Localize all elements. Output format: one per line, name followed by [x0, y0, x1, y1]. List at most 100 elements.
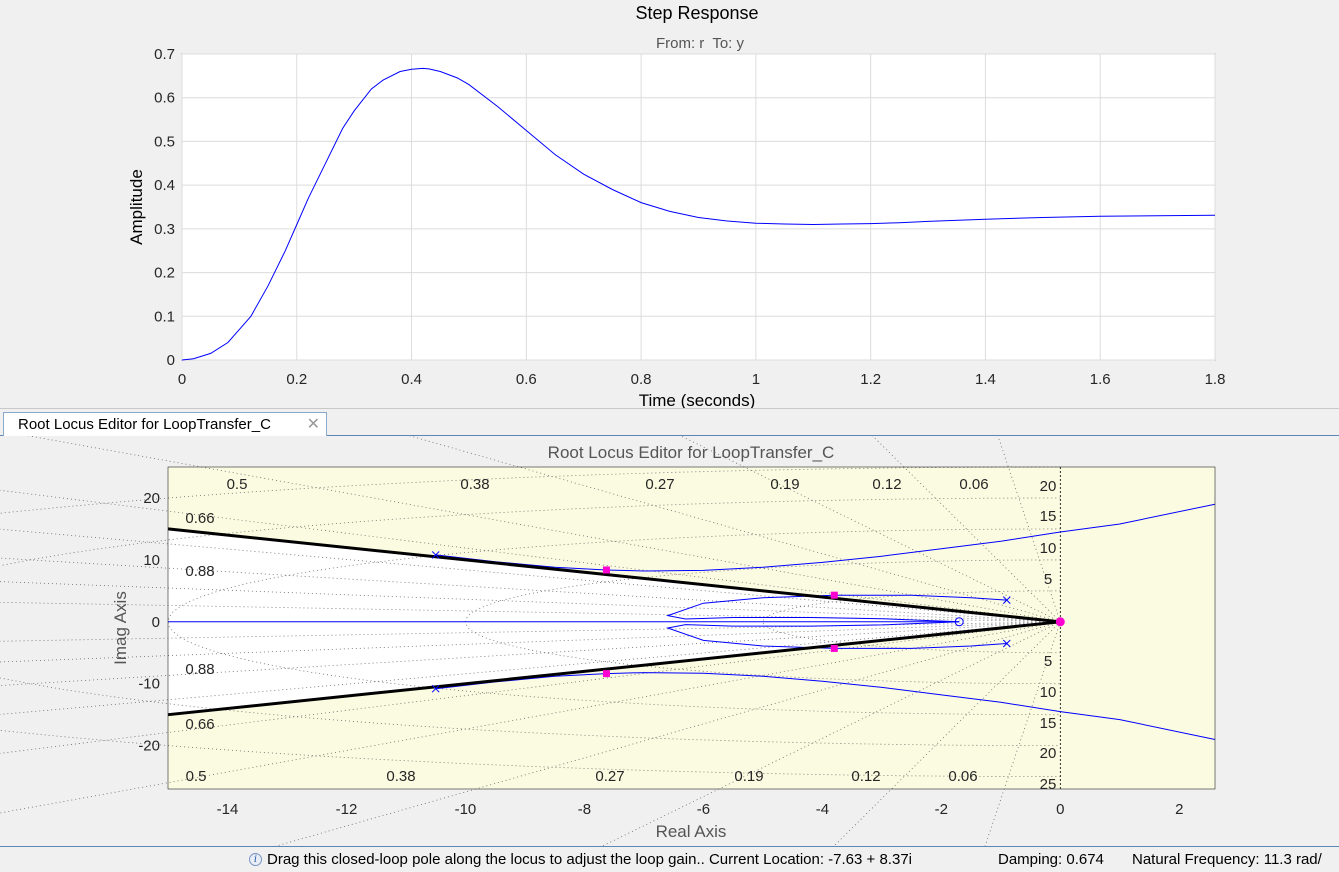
rl-pole-stroke [431, 551, 440, 559]
rl-damping-label: 0.5 [227, 476, 248, 493]
rl-xlabel: Real Axis [656, 822, 727, 841]
step-x-ticks: 0 0.2 0.4 0.6 0.8 1 1.2 1.4 1.6 1.8 [178, 371, 1226, 388]
rl-frequency-label: 5 [1044, 653, 1052, 670]
rl-frequency-label: 10 [1040, 684, 1057, 701]
tab-root-locus-editor[interactable]: Root Locus Editor for LoopTransfer_C ✕ [3, 412, 327, 436]
rl-pole-stroke [431, 684, 440, 693]
step-x-tick-label: 1 [752, 371, 760, 388]
rl-damping-ray [0, 528, 1061, 623]
step-y-tick-label: 0.1 [154, 308, 175, 325]
rl-y-tick-label: 0 [152, 614, 160, 631]
rl-open-loop-pole [431, 684, 440, 693]
rl-damping-label: 0.06 [948, 768, 977, 785]
step-subtitle: From: r To: y [656, 35, 745, 52]
rl-closed-loop-pole [830, 644, 838, 652]
rl-axes-frame [167, 466, 1216, 790]
step-y-tick-label: 0.5 [154, 133, 175, 150]
step-y-tick-label: 0.3 [154, 221, 175, 238]
rl-title: Root Locus Editor for LoopTransfer_C [548, 443, 835, 462]
rl-closed-loop-pole [602, 566, 610, 574]
rl-damping-ray [27, 436, 1061, 623]
rl-damping-label: 0.12 [851, 768, 880, 785]
rl-markers[interactable] [431, 551, 1065, 693]
step-y-ticks: 0 0.1 0.2 0.3 0.4 0.5 0.6 0.7 [154, 46, 175, 369]
rl-frequency-arc [0, 466, 1061, 777]
rl-x-tick-label: -8 [578, 801, 591, 818]
step-x-tick-label: 0 [178, 371, 186, 388]
rl-open-loop-zero [954, 617, 964, 627]
rl-x-tick-label: 0 [1056, 801, 1064, 818]
rl-x-tick-label: 2 [1175, 801, 1183, 818]
status-message: Drag this closed-loop pole along the loc… [267, 851, 912, 868]
rl-frequency-label: 5 [1044, 571, 1052, 588]
step-y-tick-label: 0 [167, 352, 175, 369]
rl-frequency-arc [0, 497, 1061, 747]
step-x-tick-label: 0.8 [631, 371, 652, 388]
rl-closed-loop-pole [830, 591, 838, 599]
rl-frequency-label: 10 [1040, 540, 1057, 557]
step-x-tick-label: 1.2 [860, 371, 881, 388]
step-xlabel: Time (seconds) [639, 391, 756, 408]
rl-locus-branch [435, 503, 1216, 572]
rl-frequency-label: 15 [1040, 508, 1057, 525]
rl-damping-label: 0.19 [734, 768, 763, 785]
rl-y-tick-label: 10 [143, 552, 160, 569]
step-y-tick-label: 0.6 [154, 90, 175, 107]
step-title: Step Response [635, 3, 758, 23]
rl-damping-grid [0, 436, 1061, 846]
tab-label: Root Locus Editor for LoopTransfer_C [18, 416, 271, 433]
rl-open-loop-pole [431, 551, 440, 559]
rl-damping-ray [0, 489, 1061, 623]
rl-frequency-arc [167, 528, 1061, 716]
rl-y-ticks: 20 10 0 -10 -20 [138, 490, 160, 755]
info-icon: i [249, 853, 262, 866]
rl-x-tick-label: -4 [816, 801, 829, 818]
status-bar: i Drag this closed-loop pole along the l… [0, 846, 1339, 872]
step-x-tick-label: 1.4 [975, 371, 996, 388]
rl-locus-branches[interactable] [168, 503, 1216, 740]
rl-frequency-label: 25 [1040, 776, 1057, 793]
rl-frequency-label: 20 [1040, 478, 1057, 495]
rl-x-tick-label: -12 [336, 801, 358, 818]
rl-damping-ray [0, 557, 1061, 623]
step-x-tick-label: 0.2 [286, 371, 307, 388]
rl-x-tick-label: -2 [935, 801, 948, 818]
rl-damping-ray [0, 621, 1061, 715]
rl-locus-branch [665, 594, 1007, 623]
rl-x-ticks: -14 -12 -10 -8 -6 -4 -2 0 2 [217, 801, 1184, 818]
rl-damping-ray [0, 581, 1061, 623]
rl-x-tick-label: -10 [455, 801, 477, 818]
step-y-tick-label: 0.2 [154, 265, 175, 282]
rl-pole-stroke [1002, 596, 1011, 604]
rl-frequency-label: 20 [1040, 745, 1057, 762]
rl-damping-label: 0.06 [959, 476, 988, 493]
status-damping: Damping: 0.674 [998, 851, 1104, 868]
rl-damping-constraint[interactable] [167, 527, 1061, 717]
rl-y-tick-label: -10 [138, 676, 160, 693]
step-x-tick-label: 1.8 [1205, 371, 1226, 388]
rl-x-tick-label: -14 [217, 801, 239, 818]
rl-damping-ray [0, 621, 1061, 663]
rl-damping-line [167, 620, 1061, 717]
rl-damping-label: 0.27 [595, 768, 624, 785]
rl-damping-ray [0, 621, 1061, 754]
step-x-tick-label: 0.6 [516, 371, 537, 388]
editor-tab-bar: Root Locus Editor for LoopTransfer_C ✕ [0, 408, 1339, 436]
step-ylabel: Amplitude [127, 169, 146, 245]
close-icon[interactable]: ✕ [306, 414, 320, 433]
rl-damping-label: 0.27 [645, 476, 674, 493]
step-x-tick-label: 1.6 [1090, 371, 1111, 388]
rl-x-tick-label: -6 [697, 801, 710, 818]
status-frequency: Natural Frequency: 11.3 rad/ [1132, 851, 1322, 868]
rl-damping-line [167, 527, 1061, 624]
rl-ylabel: Imag Axis [111, 591, 130, 665]
rl-damping-label: 0.88 [185, 563, 214, 580]
rl-damping-label: 0.38 [386, 768, 415, 785]
rl-damping-label: 0.12 [872, 476, 901, 493]
rl-locus-branch [665, 621, 1007, 649]
rl-damping-label: 0.66 [185, 716, 214, 733]
step-axes-box[interactable] [181, 53, 1216, 361]
rl-damping-label: 0.19 [770, 476, 799, 493]
step-response-line[interactable] [181, 67, 1216, 361]
rl-y-tick-label: 20 [143, 490, 160, 507]
